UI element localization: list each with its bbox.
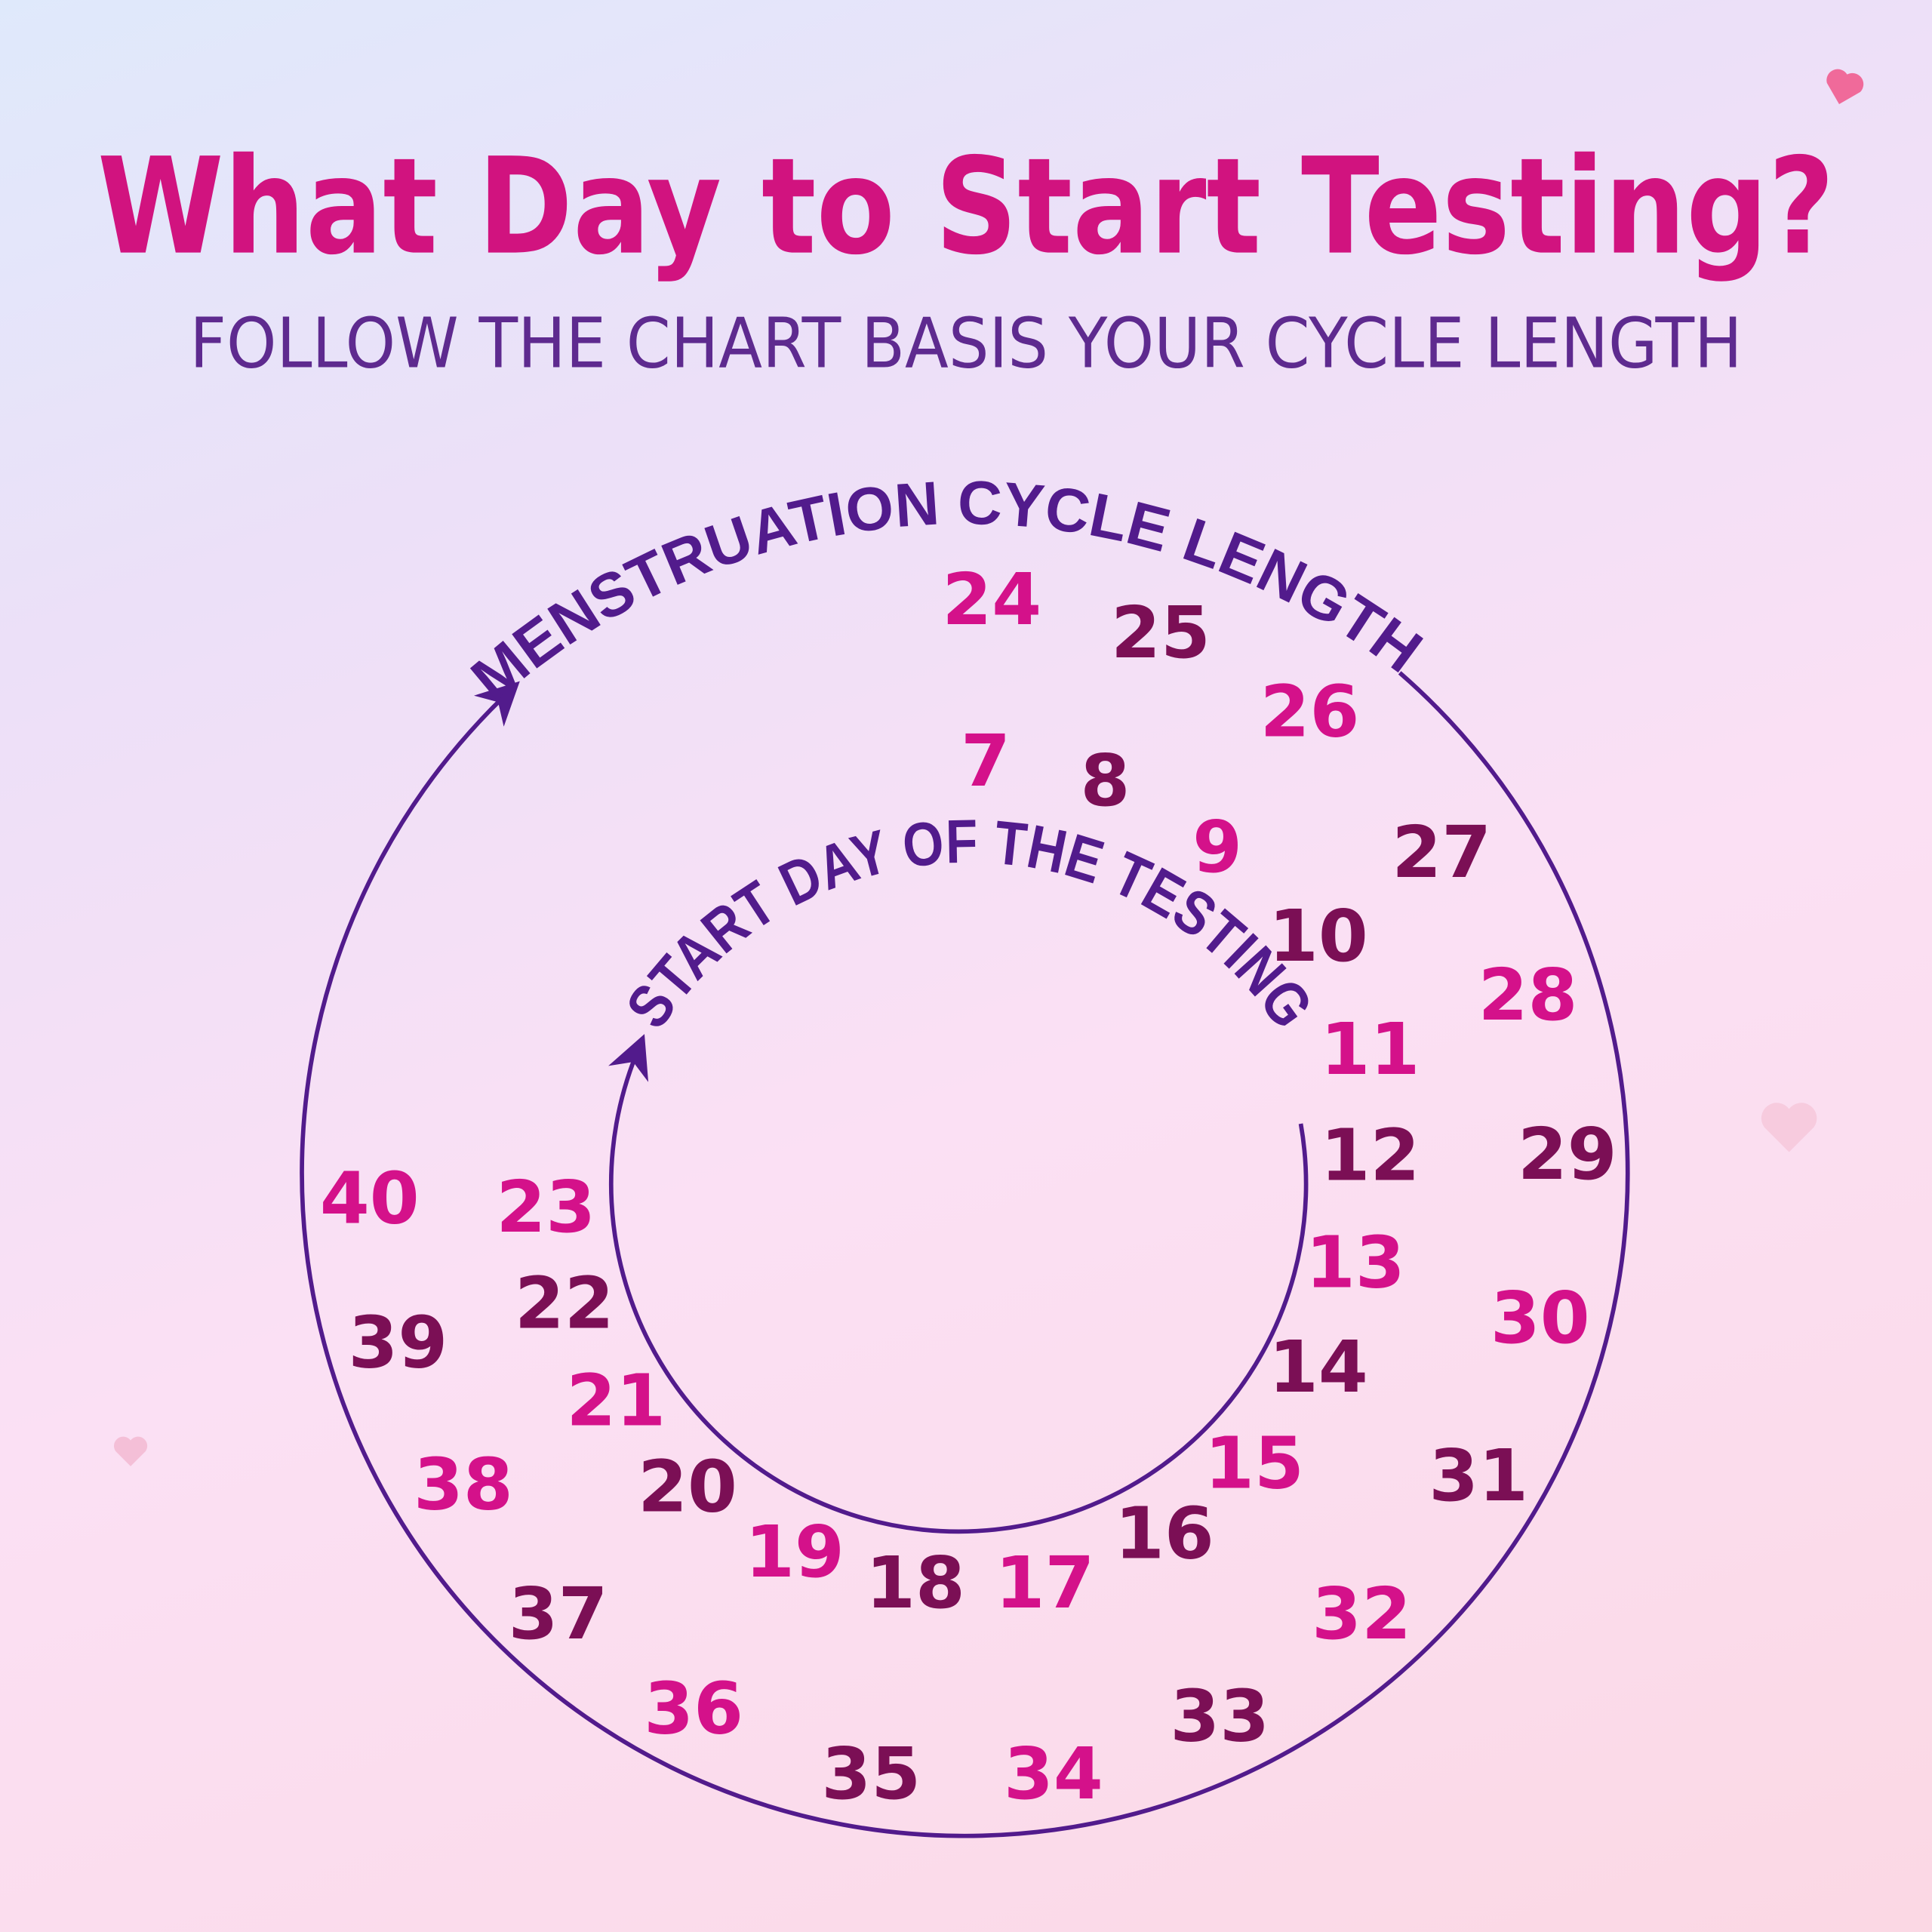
cycle-length-number: 38 (414, 1443, 513, 1526)
start-day-number: 22 (515, 1262, 614, 1345)
start-day-number: 9 (1192, 806, 1242, 889)
cycle-length-number: 28 (1478, 954, 1578, 1037)
start-day-number: 20 (638, 1446, 737, 1529)
heart-icon (1761, 1103, 1817, 1152)
cycle-length-number: 29 (1518, 1113, 1617, 1196)
inner-start-day-arc-arrow (608, 1034, 1309, 1534)
cycle-length-number: 34 (1004, 1733, 1103, 1816)
start-day-number: 7 (961, 720, 1011, 803)
cycle-length-number: 33 (1170, 1675, 1269, 1758)
heart-icon (114, 1436, 148, 1466)
page-subtitle: FOLLOW THE CHART BASIS YOUR CYCLE LENGTH (189, 303, 1742, 384)
heart-icons (114, 69, 1864, 1466)
start-day-number: 12 (1321, 1114, 1420, 1197)
cycle-length-number: 40 (320, 1158, 420, 1241)
outer-cycle-arc-arrow (300, 671, 1630, 1838)
start-day-number: 14 (1269, 1326, 1368, 1409)
cycle-length-number: 37 (509, 1573, 608, 1656)
cycle-length-number: 24 (942, 558, 1041, 641)
cycle-length-number: 30 (1491, 1277, 1590, 1360)
start-day-number: 8 (1081, 740, 1131, 823)
cycle-length-number: 39 (348, 1302, 448, 1385)
start-day-number: 23 (496, 1166, 595, 1249)
cycle-length-number: 26 (1260, 671, 1360, 754)
start-day-number: 19 (745, 1511, 844, 1594)
cycle-length-number: 25 (1111, 592, 1211, 675)
start-day-number: 21 (566, 1359, 666, 1442)
page-title: What Day to Start Testing? (97, 129, 1835, 285)
start-day-number: 10 (1269, 895, 1368, 978)
cycle-length-number: 31 (1429, 1435, 1528, 1518)
cycle-length-number: 27 (1392, 811, 1491, 894)
start-day-number: 13 (1306, 1221, 1405, 1304)
start-day-number: 11 (1321, 1008, 1420, 1091)
cycle-length-number: 32 (1312, 1573, 1411, 1656)
cycle-length-number: 36 (644, 1667, 743, 1750)
heart-icon (1826, 69, 1864, 105)
start-day-number: 17 (995, 1542, 1095, 1625)
start-day-number: 18 (866, 1542, 965, 1625)
start-day-number: 15 (1204, 1423, 1304, 1506)
cycle-length-number: 35 (821, 1733, 921, 1816)
start-day-number: 16 (1115, 1493, 1214, 1576)
